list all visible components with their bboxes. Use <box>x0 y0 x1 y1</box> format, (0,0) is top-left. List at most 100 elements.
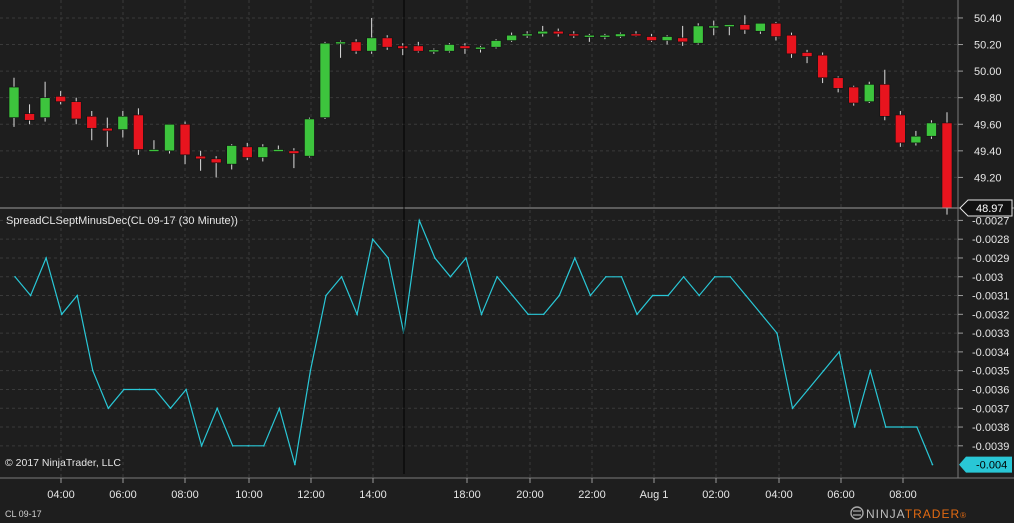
candle[interactable] <box>926 120 937 139</box>
candle[interactable] <box>692 23 704 45</box>
price-panel[interactable] <box>8 15 953 215</box>
candle-body <box>661 36 673 41</box>
spread-point <box>682 275 685 278</box>
spread-point <box>838 351 840 353</box>
candle[interactable] <box>350 39 362 54</box>
spread-point <box>698 294 700 297</box>
candle[interactable] <box>210 156 222 178</box>
x-tick-label: Aug 1 <box>640 489 669 501</box>
instrument-label: CL 09-17 <box>5 509 42 519</box>
x-tick-label: 08:00 <box>889 489 917 501</box>
candle[interactable] <box>257 144 269 162</box>
candle[interactable] <box>677 25 688 46</box>
spread-panel[interactable] <box>14 218 934 466</box>
spread-point <box>853 426 856 428</box>
candle[interactable] <box>879 69 891 121</box>
spread-point <box>465 257 467 259</box>
candle[interactable] <box>521 31 533 38</box>
candle[interactable] <box>708 20 720 36</box>
spread-point <box>216 407 218 410</box>
candle[interactable] <box>86 110 98 141</box>
candle[interactable] <box>8 77 20 127</box>
spread-point <box>900 426 903 428</box>
candle[interactable] <box>599 33 611 40</box>
candle-body <box>55 96 66 102</box>
candle[interactable] <box>319 41 331 119</box>
candle-body <box>444 44 455 52</box>
candle-body <box>863 84 875 102</box>
candle[interactable] <box>148 140 160 152</box>
candle[interactable] <box>739 15 751 34</box>
candle[interactable] <box>39 81 51 122</box>
candle[interactable] <box>801 49 813 64</box>
candle-body <box>117 115 129 130</box>
candle[interactable] <box>941 112 953 215</box>
spread-point <box>247 445 250 447</box>
candle-body <box>257 146 269 158</box>
candle[interactable] <box>273 145 284 152</box>
price-tick-label: 50.40 <box>974 13 1002 25</box>
candle[interactable] <box>832 76 844 93</box>
candle[interactable] <box>133 108 144 155</box>
candle[interactable] <box>490 39 502 49</box>
logo-text-ninja: NINJA <box>866 507 905 521</box>
candle[interactable] <box>179 121 191 165</box>
spread-point <box>200 445 203 447</box>
candle[interactable] <box>366 17 377 54</box>
candle-body <box>708 25 720 29</box>
candle[interactable] <box>615 32 626 38</box>
candle[interactable] <box>475 45 486 53</box>
candle[interactable] <box>630 31 642 37</box>
candle-body <box>304 118 315 157</box>
candle[interactable] <box>786 32 797 58</box>
candle[interactable] <box>55 91 66 105</box>
candle[interactable] <box>226 144 237 170</box>
spread-point <box>776 332 778 334</box>
candle[interactable] <box>537 25 549 37</box>
candle[interactable] <box>506 32 517 42</box>
candle[interactable] <box>304 117 315 158</box>
candle[interactable] <box>117 110 129 138</box>
candle[interactable] <box>661 35 673 45</box>
candle[interactable] <box>459 43 471 54</box>
spread-tick-label: -0.0029 <box>972 253 1009 265</box>
candle[interactable] <box>70 97 82 125</box>
candle[interactable] <box>723 24 735 36</box>
candle[interactable] <box>848 85 860 106</box>
spread-tick-label: -0.0036 <box>972 384 1009 396</box>
candle[interactable] <box>568 31 580 38</box>
candle[interactable] <box>755 22 766 34</box>
candle[interactable] <box>164 123 175 154</box>
spread-point <box>869 369 872 372</box>
spread-line[interactable] <box>14 218 934 465</box>
spread-tick-label: -0.003 <box>972 272 1003 284</box>
candle[interactable] <box>444 43 455 53</box>
candle[interactable] <box>288 148 300 169</box>
candle[interactable] <box>335 40 346 58</box>
candle[interactable] <box>381 35 393 50</box>
x-tick-label: 20:00 <box>516 489 544 501</box>
candle[interactable] <box>428 48 440 54</box>
candle[interactable] <box>770 21 782 41</box>
spread-tick-label: -0.0038 <box>972 422 1009 434</box>
candle[interactable] <box>584 33 595 42</box>
candle[interactable] <box>195 150 206 171</box>
candle-body <box>537 30 549 35</box>
candle[interactable] <box>552 28 564 37</box>
copyright-text: © 2017 NinjaTrader, LLC <box>5 457 121 469</box>
candle[interactable] <box>817 52 828 84</box>
candle[interactable] <box>241 142 253 161</box>
candle[interactable] <box>102 117 113 147</box>
spread-point <box>511 294 514 297</box>
candle[interactable] <box>397 43 409 56</box>
candle[interactable] <box>863 81 875 103</box>
candle[interactable] <box>412 41 424 53</box>
candle[interactable] <box>910 130 922 146</box>
candle-body <box>179 123 191 156</box>
x-tick-label: 08:00 <box>171 489 199 501</box>
candle[interactable] <box>24 104 35 125</box>
candle[interactable] <box>895 110 906 147</box>
candle-body <box>226 145 237 165</box>
candle[interactable] <box>646 33 657 42</box>
